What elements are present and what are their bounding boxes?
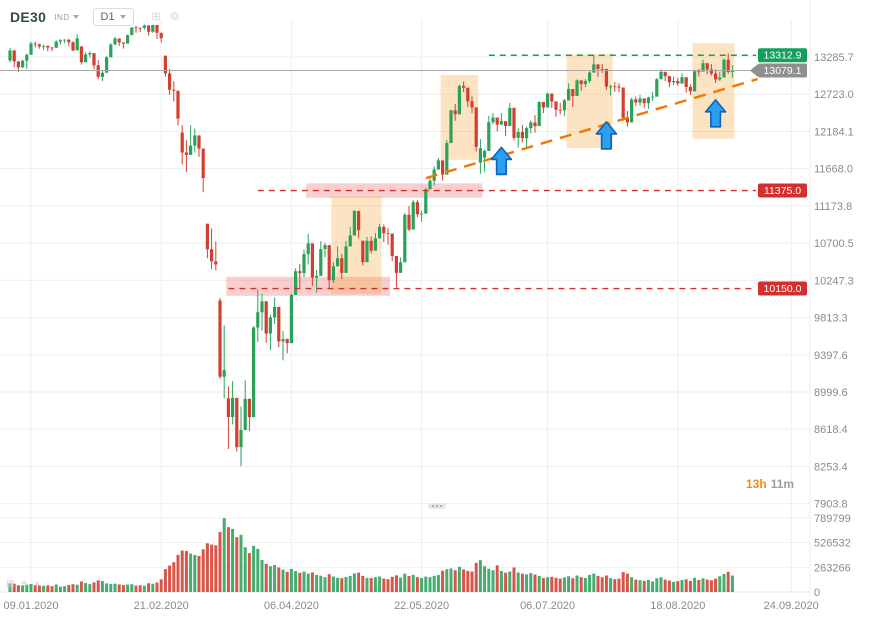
timeframe-label: D1	[100, 11, 115, 23]
svg-text:12723.0: 12723.0	[814, 89, 854, 101]
svg-text:09.01.2020: 09.01.2020	[3, 600, 58, 612]
svg-text:11375.0: 11375.0	[764, 185, 801, 197]
grid-lines	[0, 0, 811, 595]
svg-text:526532: 526532	[814, 538, 851, 550]
price-level-label[interactable]: 11375.0	[758, 183, 807, 198]
price-level-label[interactable]: 13312.9	[758, 48, 807, 63]
svg-text:8618.4: 8618.4	[814, 424, 848, 436]
instrument-type-label: IND	[54, 12, 70, 22]
support-bands	[226, 183, 483, 296]
svg-text:10150.0: 10150.0	[764, 283, 802, 295]
chart-toolbar[interactable]: ⊞ ⚙	[151, 10, 180, 23]
svg-text:9397.6: 9397.6	[814, 350, 848, 362]
symbol-label: DE30	[10, 9, 47, 25]
chevron-down-icon	[119, 15, 126, 19]
chart-footer-toolbar[interactable]: ⊞ ≡ ×	[6, 580, 40, 590]
candles	[8, 24, 734, 467]
svg-text:11668.0: 11668.0	[814, 164, 853, 176]
svg-text:8999.6: 8999.6	[814, 387, 848, 399]
buy-signal-arrow-icon[interactable]	[490, 146, 513, 176]
svg-text:21.02.2020: 21.02.2020	[134, 600, 189, 612]
svg-text:0: 0	[814, 587, 820, 599]
svg-text:10700.5: 10700.5	[814, 238, 854, 250]
svg-text:13312.9: 13312.9	[764, 50, 802, 62]
svg-text:10247.3: 10247.3	[814, 275, 854, 287]
instrument-type-dropdown[interactable]: IND	[54, 12, 79, 22]
svg-text:8253.4: 8253.4	[814, 461, 848, 473]
svg-text:18.08.2020: 18.08.2020	[650, 600, 705, 612]
menu-icon[interactable]: ≡	[21, 579, 28, 590]
svg-text:263266: 263266	[814, 562, 851, 574]
price-level-label[interactable]: 10150.0	[758, 281, 807, 296]
trendline[interactable]	[425, 77, 758, 180]
chevron-down-icon	[72, 15, 79, 19]
timeframe-dropdown[interactable]: D1	[92, 8, 134, 26]
chart-settings-icon[interactable]: ⚙	[169, 10, 180, 23]
volume-bars	[8, 518, 734, 592]
svg-text:7903.8: 7903.8	[814, 499, 848, 511]
svg-text:9813.3: 9813.3	[814, 313, 848, 325]
svg-text:24.09.2020: 24.09.2020	[764, 600, 819, 612]
svg-text:06.07.2020: 06.07.2020	[520, 600, 575, 612]
time-axis[interactable]: 09.01.2020 21.02.2020 06.04.2020 22.05.2020…	[3, 600, 818, 612]
svg-text:13079.1: 13079.1	[764, 65, 802, 77]
svg-text:11173.8: 11173.8	[814, 201, 852, 213]
svg-text:06.04.2020: 06.04.2020	[264, 600, 319, 612]
close-icon[interactable]: ×	[34, 579, 41, 590]
svg-text:13285.7: 13285.7	[814, 52, 854, 64]
svg-text:789799: 789799	[814, 513, 851, 525]
svg-text:22.05.2020: 22.05.2020	[394, 600, 449, 612]
chart-header: DE30 IND D1 ⊞ ⚙	[10, 8, 180, 26]
buy-signal-arrow-icon[interactable]	[595, 121, 618, 150]
svg-text:12184.1: 12184.1	[814, 126, 854, 138]
pane-splitter-handle[interactable]	[428, 503, 446, 509]
chart-type-icon[interactable]: ⊞	[151, 10, 161, 23]
candle-countdown: 13h 11m	[746, 477, 794, 491]
price-axis[interactable]: 13285.7 12723.0 12184.1 11668.0 11173.8 10700…	[814, 52, 854, 599]
price-level-label[interactable]: 13079.1	[750, 63, 807, 78]
grid-icon[interactable]: ⊞	[6, 579, 15, 590]
countdown-hours: 13h	[746, 477, 767, 491]
buy-signal-arrow-icon[interactable]	[704, 99, 727, 128]
countdown-minutes: 11m	[770, 477, 795, 491]
